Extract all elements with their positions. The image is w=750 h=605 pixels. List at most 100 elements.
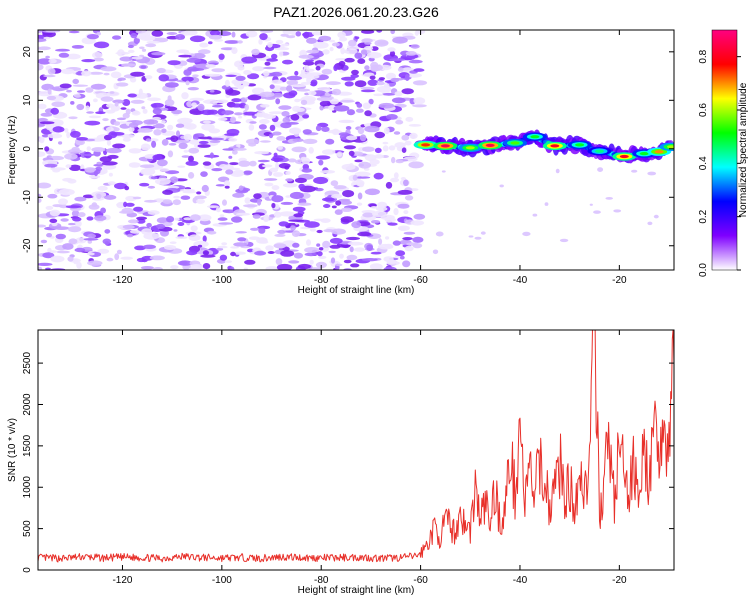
noise-blob <box>224 79 230 87</box>
noise-blob <box>342 190 355 198</box>
noise-blob <box>151 140 157 148</box>
noise-blob <box>362 102 371 110</box>
noise-blob <box>149 255 165 261</box>
noise-blob <box>159 168 170 172</box>
noise-blob <box>102 118 109 122</box>
noise-blob <box>354 36 360 40</box>
noise-blob <box>300 71 313 78</box>
noise-blob <box>172 199 181 206</box>
noise-blob <box>233 251 246 255</box>
noise-blob <box>303 138 318 144</box>
noise-blob <box>207 230 217 235</box>
noise-blob <box>374 147 382 154</box>
noise-blob <box>38 63 44 71</box>
noise-blob <box>378 238 383 246</box>
noise-blob <box>321 149 336 155</box>
noise-blob <box>185 80 190 86</box>
noise-blob <box>390 77 400 83</box>
noise-blob <box>50 107 59 115</box>
noise-blob <box>183 217 192 221</box>
noise-blob <box>41 83 54 91</box>
noise-blob <box>385 72 396 80</box>
noise-blob <box>86 34 99 40</box>
noise-blob <box>354 159 363 163</box>
noise-blob <box>152 107 162 115</box>
noise-blob <box>304 98 315 103</box>
noise-blob <box>166 216 175 223</box>
noise-blob <box>258 124 267 130</box>
noise-blob <box>96 193 102 200</box>
noise-blob <box>144 199 158 203</box>
noise-blob <box>142 244 156 249</box>
noise-blob <box>146 40 161 44</box>
noise-blob <box>294 98 301 103</box>
noise-blob <box>243 267 248 270</box>
noise-blob <box>341 163 356 171</box>
noise-blob <box>377 201 388 209</box>
noise-blob <box>279 86 288 91</box>
noise-blob <box>71 210 80 218</box>
signal-stray <box>555 168 560 174</box>
noise-blob <box>358 161 372 169</box>
noise-blob <box>218 117 228 121</box>
noise-blob <box>55 233 66 240</box>
x-tick-label: -20 <box>612 575 627 586</box>
noise-blob <box>136 36 147 39</box>
noise-blob <box>39 121 55 125</box>
noise-blob <box>343 259 352 264</box>
noise-blob <box>202 263 211 270</box>
noise-blob <box>147 210 160 215</box>
noise-blob <box>413 68 425 72</box>
noise-blob <box>231 47 238 54</box>
noise-blob <box>74 220 82 228</box>
noise-blob <box>303 31 310 39</box>
signal-stray <box>593 210 601 214</box>
noise-blob <box>138 88 143 96</box>
noise-blob <box>142 108 148 114</box>
noise-blob <box>284 165 290 170</box>
noise-blob <box>281 111 290 117</box>
noise-blob <box>408 161 424 169</box>
noise-blob <box>354 171 371 177</box>
noise-blob <box>413 97 426 105</box>
noise-blob <box>129 77 137 83</box>
noise-blob <box>198 49 211 55</box>
noise-blob <box>141 259 148 263</box>
noise-blob <box>388 145 396 151</box>
noise-blob <box>360 49 368 55</box>
noise-blob <box>100 66 117 72</box>
noise-blob <box>45 55 50 59</box>
noise-blob <box>304 221 320 228</box>
signal-stray <box>468 235 474 238</box>
noise-blob <box>321 126 330 132</box>
noise-blob <box>235 231 247 234</box>
noise-blob <box>190 225 198 232</box>
noise-blob <box>291 230 301 238</box>
noise-blob <box>106 257 114 262</box>
signal-peak-core <box>550 144 560 148</box>
noise-blob <box>187 87 199 91</box>
noise-blob <box>276 263 293 270</box>
noise-blob <box>201 184 209 193</box>
noise-blob <box>393 208 399 216</box>
noise-blob <box>82 194 94 199</box>
noise-blob <box>40 112 53 117</box>
noise-blob <box>67 178 77 184</box>
noise-blob <box>364 65 370 71</box>
noise-blob <box>127 219 139 224</box>
noise-blob <box>139 182 150 187</box>
noise-blob <box>130 32 138 39</box>
noise-blob <box>403 210 409 215</box>
noise-blob <box>339 253 344 259</box>
noise-blob <box>58 188 75 196</box>
noise-blob <box>293 213 304 218</box>
noise-blob <box>397 225 410 231</box>
noise-blob <box>161 139 169 146</box>
noise-blob <box>56 250 70 254</box>
signal-stray <box>441 170 446 173</box>
noise-blob <box>362 146 375 152</box>
noise-blob <box>340 207 353 212</box>
noise-blob <box>168 143 177 146</box>
noise-blob <box>49 209 61 217</box>
